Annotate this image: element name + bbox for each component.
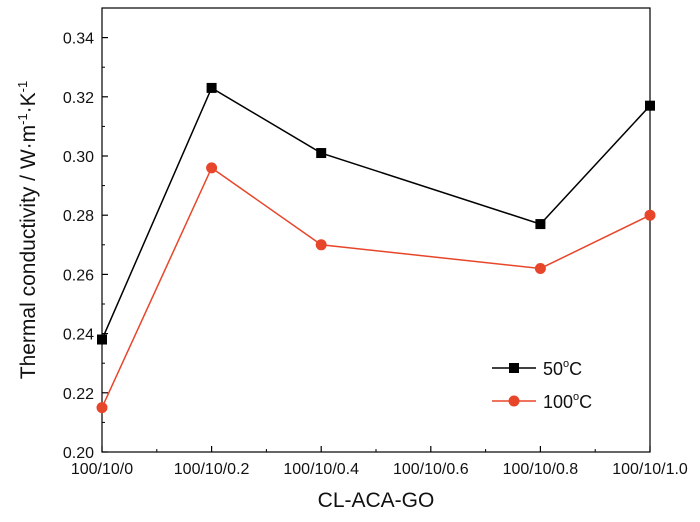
data-point-circle: [315, 239, 327, 251]
y-tick-label: 0.28: [63, 208, 94, 225]
data-point-circle: [206, 162, 218, 174]
data-point-square: [206, 82, 217, 93]
data-point-square: [645, 100, 655, 111]
x-axis: 100/10/0 100/10/0.2 100/10/0.4 100/10/0.6 10…: [71, 446, 688, 478]
x-axis-title: CL-ACA-GO: [318, 489, 435, 512]
data-point-circle: [534, 262, 546, 274]
x-tick-label: 100/10/0.6: [393, 461, 469, 478]
y-axis-title-sup1: -1: [15, 113, 30, 125]
data-point-square: [316, 148, 327, 159]
series-layer: [96, 82, 656, 414]
legend-marker-100c: [508, 395, 520, 407]
data-point-circle: [644, 209, 656, 221]
y-tick-label: 0.32: [63, 90, 94, 107]
data-point-circle: [96, 402, 108, 414]
data-point-square: [97, 334, 107, 345]
series-line-1: [101, 166, 651, 408]
y-axis-title-base: Thermal conductivity / W·m: [17, 125, 40, 379]
legend-label-100c-unit: C: [579, 392, 592, 412]
legend-label-100c: 100oC: [543, 391, 592, 412]
data-point-square: [535, 219, 546, 230]
x-tick-label: 100/10/1.0: [612, 461, 688, 478]
legend-label-50c: 50oC: [543, 358, 582, 379]
legend-label-100c-value: 100: [543, 392, 573, 412]
y-axis: 0.20 0.22 0.24 0.26 0.28 0.30 0.32 0.34: [63, 7, 108, 462]
y-axis-title: Thermal conductivity / W·m-1·K-1: [15, 81, 40, 380]
legend: 50oC 100oC: [492, 358, 592, 412]
plot-frame: [101, 7, 651, 453]
legend-label-50c-value: 50: [543, 359, 563, 379]
y-tick-label: 0.22: [63, 386, 94, 403]
y-axis-title-sup2: -1: [15, 81, 30, 93]
x-tick-label: 100/10/0.8: [503, 461, 579, 478]
y-axis-title-mid: ·K: [17, 92, 40, 113]
legend-label-50c-unit: C: [569, 359, 582, 379]
x-tick-label: 100/10/0.2: [174, 461, 250, 478]
y-tick-label: 0.34: [63, 31, 94, 48]
plot-area: [101, 7, 651, 453]
legend-label-100c-degree: o: [573, 391, 579, 403]
legend-marker-50c: [509, 363, 519, 373]
legend-label-50c-degree: o: [563, 358, 569, 370]
y-tick-label: 0.20: [63, 445, 94, 462]
series-line-0: [101, 86, 651, 340]
x-tick-label: 100/10/0: [71, 461, 133, 478]
y-tick-label: 0.30: [63, 149, 94, 166]
x-tick-label: 100/10/0.4: [283, 461, 359, 478]
y-tick-label: 0.24: [63, 327, 94, 344]
y-tick-label: 0.26: [63, 267, 94, 284]
